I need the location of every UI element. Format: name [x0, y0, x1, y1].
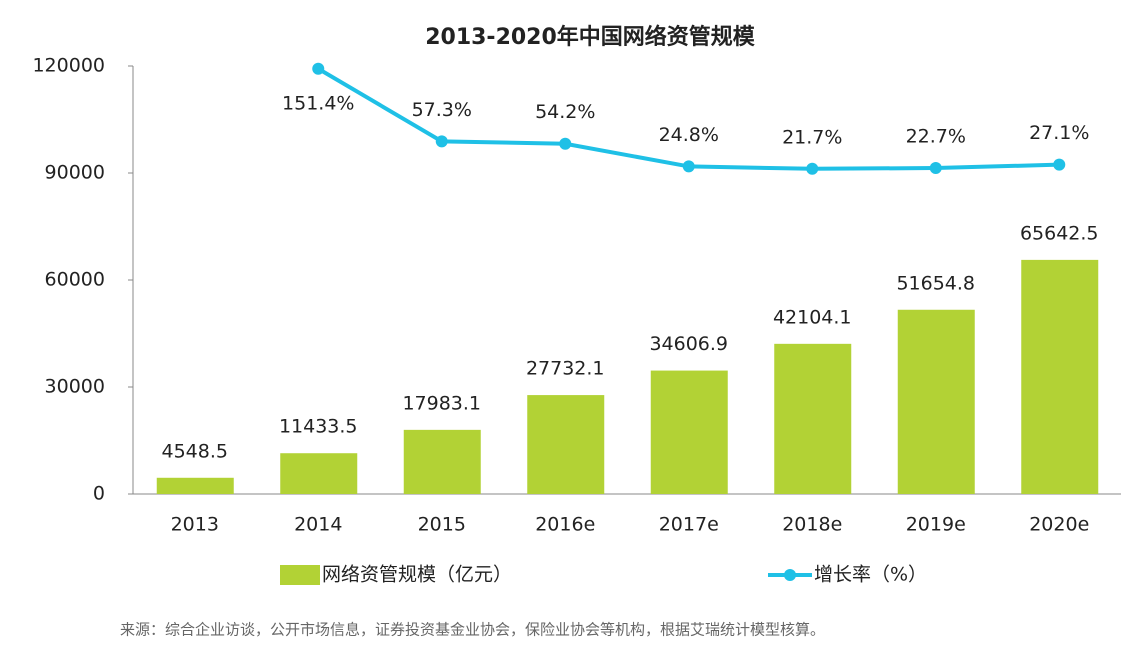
- x-tick-label: 2015: [418, 514, 466, 536]
- bar-value-label: 34606.9: [649, 333, 728, 355]
- legend-label: 增长率（%）: [814, 564, 927, 586]
- bar-value-label: 42104.1: [773, 306, 852, 328]
- line-value-label: 21.7%: [782, 126, 842, 148]
- x-tick-label: 2018e: [782, 514, 842, 536]
- y-tick-label: 60000: [45, 269, 105, 291]
- y-tick-label: 120000: [32, 55, 105, 77]
- bar: [280, 453, 358, 494]
- x-tick-label: 2013: [171, 514, 219, 536]
- bar-value-label: 4548.5: [162, 440, 228, 462]
- bar-value-label: 27732.1: [526, 358, 605, 380]
- bar-value-label: 65642.5: [1020, 222, 1099, 244]
- bar: [1021, 259, 1099, 494]
- line-point: [1053, 158, 1066, 171]
- line-point: [682, 160, 695, 173]
- x-tick-label: 2017e: [659, 514, 719, 536]
- line-value-label: 24.8%: [659, 124, 719, 146]
- bar: [650, 370, 728, 494]
- bar: [156, 477, 234, 494]
- y-tick-label: 0: [93, 483, 105, 505]
- line-point: [806, 162, 819, 175]
- line-point: [312, 62, 325, 75]
- bar-value-label: 11433.5: [279, 416, 358, 438]
- bar: [897, 309, 975, 494]
- legend-swatch: [784, 569, 796, 581]
- x-tick-label: 2020e: [1029, 514, 1089, 536]
- line-point: [929, 162, 942, 175]
- x-tick-label: 2016e: [535, 514, 595, 536]
- line-value-label: 54.2%: [535, 101, 595, 123]
- line-value-label: 27.1%: [1029, 122, 1089, 144]
- y-tick-label: 90000: [45, 162, 105, 184]
- bar: [774, 343, 852, 494]
- line-point: [559, 137, 572, 150]
- line-value-label: 151.4%: [282, 92, 354, 114]
- bar-value-label: 51654.8: [896, 272, 975, 294]
- line-value-label: 57.3%: [412, 99, 472, 121]
- bar: [403, 429, 481, 494]
- x-tick-label: 2014: [294, 514, 342, 536]
- bar-value-label: 17983.1: [402, 392, 481, 414]
- source-note: 来源：综合企业访谈，公开市场信息，证券投资基金业协会，保险业协会等机构，根据艾瑞…: [120, 621, 825, 639]
- legend-swatch: [280, 565, 320, 585]
- y-tick-label: 30000: [45, 376, 105, 398]
- legend-label: 网络资管规模（亿元）: [322, 564, 512, 586]
- x-tick-label: 2019e: [906, 514, 966, 536]
- line-point: [435, 135, 448, 148]
- line-value-label: 22.7%: [906, 126, 966, 148]
- chart-title: 2013-2020年中国网络资管规模: [425, 24, 756, 50]
- bar: [527, 395, 605, 494]
